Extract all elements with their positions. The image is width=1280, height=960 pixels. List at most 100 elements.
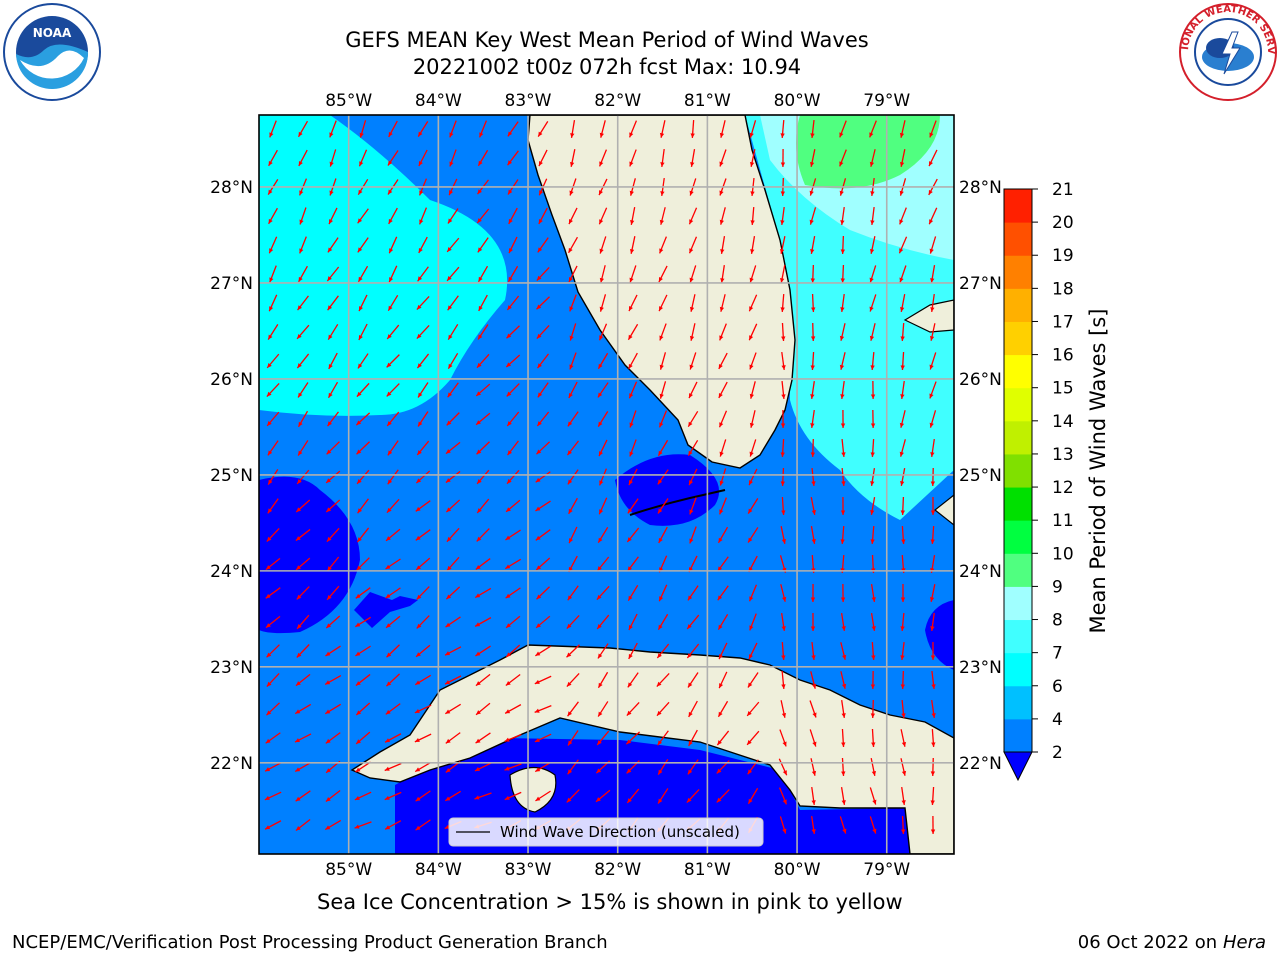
- wind-arrow: [930, 815, 936, 835]
- colorbar-segment: [1004, 387, 1032, 422]
- wind-arrow: [630, 207, 636, 225]
- wind-arrow: [536, 586, 550, 600]
- wind-arrow: [508, 207, 518, 225]
- wind-arrow: [386, 324, 400, 340]
- wind-arrow: [629, 410, 637, 428]
- wind-arrow: [809, 700, 817, 718]
- wind-arrow: [841, 728, 846, 748]
- wind-arrow: [657, 498, 669, 514]
- wind-arrow: [719, 120, 726, 138]
- wind-arrow: [596, 614, 610, 630]
- wind-arrow: [478, 120, 488, 138]
- wind-arrow: [781, 380, 786, 400]
- wind-arrow: [357, 498, 369, 514]
- wind-arrow: [811, 816, 816, 834]
- footer-date-text: 06 Oct 2022 on: [1077, 932, 1223, 953]
- wind-arrow: [870, 206, 875, 226]
- wind-arrow: [689, 294, 696, 312]
- wind-arrow: [599, 120, 606, 138]
- wind-arrow: [929, 352, 937, 370]
- wind-arrow: [840, 671, 847, 689]
- wind-arrow: [358, 323, 368, 341]
- wind-arrow: [266, 382, 280, 398]
- map-legend: Wind Wave Direction (unscaled): [448, 817, 764, 847]
- wind-arrow: [355, 673, 371, 687]
- wind-arrow: [627, 584, 639, 602]
- wind-arrow: [536, 267, 550, 281]
- wind-arrow: [810, 322, 816, 342]
- sea-ice-note: Sea Ice Concentration > 15% is shown in …: [317, 890, 903, 914]
- wind-arrow: [295, 528, 311, 542]
- wind-arrow: [357, 353, 369, 369]
- wind-arrow: [900, 351, 905, 371]
- period-region-atlantic-peak: [796, 115, 940, 189]
- wind-arrow: [566, 614, 580, 630]
- wind-arrow: [297, 440, 309, 456]
- under-region-small: [354, 592, 418, 628]
- wind-arrow: [870, 758, 877, 776]
- wind-arrow: [746, 730, 760, 746]
- wind-arrow: [900, 322, 905, 342]
- wind-arrow: [268, 294, 278, 312]
- wind-arrow: [504, 734, 522, 742]
- wind-arrow: [474, 587, 492, 599]
- wind-arrow: [748, 323, 758, 341]
- wind-arrow: [445, 441, 461, 455]
- wind-arrow: [354, 821, 372, 829]
- colorbar-tick-label: 9: [1052, 577, 1063, 597]
- wind-arrow: [417, 266, 429, 282]
- wind-arrow: [327, 411, 339, 427]
- wind-arrow: [449, 120, 457, 138]
- wind-arrow: [901, 525, 906, 545]
- wind-arrow: [840, 235, 845, 255]
- lon-tick-top: 83°W: [505, 91, 552, 111]
- wind-arrow: [719, 468, 727, 486]
- lon-tick-bottom: 84°W: [415, 860, 462, 880]
- wind-arrow: [931, 728, 936, 748]
- colorbar-label: Mean Period of Wind Waves [s]: [1086, 309, 1110, 634]
- wind-arrow: [929, 381, 937, 399]
- wind-arrow: [840, 525, 845, 545]
- wind-arrow: [688, 468, 698, 486]
- lon-tick-top: 79°W: [863, 91, 910, 111]
- wind-arrow: [659, 323, 667, 341]
- wind-arrow: [266, 644, 280, 658]
- wind-arrow: [444, 675, 462, 685]
- colorbar-tick-label: 14: [1052, 412, 1074, 432]
- lon-tick-bottom: 83°W: [505, 860, 552, 880]
- wind-arrow: [385, 587, 401, 599]
- colorbar-tick-label: 19: [1052, 246, 1074, 266]
- colorbar-segment: [1004, 453, 1032, 488]
- wind-arrow: [445, 616, 461, 628]
- wind-arrow: [295, 790, 311, 802]
- bahamas-andros: [934, 494, 954, 526]
- wind-arrow: [688, 207, 698, 225]
- wind-arrow: [414, 733, 432, 743]
- cuba-landmass: [350, 644, 954, 854]
- wind-arrow: [416, 295, 430, 311]
- wind-arrow: [538, 149, 548, 167]
- chart-subtitle: 20221002 t00z 072h fcst Max: 10.94: [412, 55, 802, 79]
- wind-arrow: [388, 120, 398, 138]
- lat-tick-left: 24°N: [210, 562, 253, 582]
- wind-arrow: [418, 207, 428, 225]
- wind-arrow: [840, 496, 846, 516]
- colorbar-segment: [1004, 685, 1032, 720]
- wind-arrow: [780, 206, 785, 226]
- wind-arrow: [568, 526, 578, 544]
- wind-arrow: [628, 381, 638, 399]
- wind-arrow: [416, 615, 430, 629]
- wind-arrow: [870, 438, 875, 458]
- wind-arrow: [535, 471, 551, 483]
- wind-arrow: [626, 701, 640, 717]
- lat-tick-left: 22°N: [210, 754, 253, 774]
- wind-arrow: [416, 586, 430, 600]
- wind-arrow: [569, 352, 577, 370]
- bahamas-north: [903, 299, 954, 333]
- wind-arrow: [265, 587, 281, 599]
- colorbar-segment: [1004, 586, 1032, 621]
- wind-arrow: [659, 236, 667, 254]
- wind-arrow: [811, 641, 816, 661]
- wind-arrow: [327, 381, 339, 399]
- wind-arrow: [900, 729, 907, 747]
